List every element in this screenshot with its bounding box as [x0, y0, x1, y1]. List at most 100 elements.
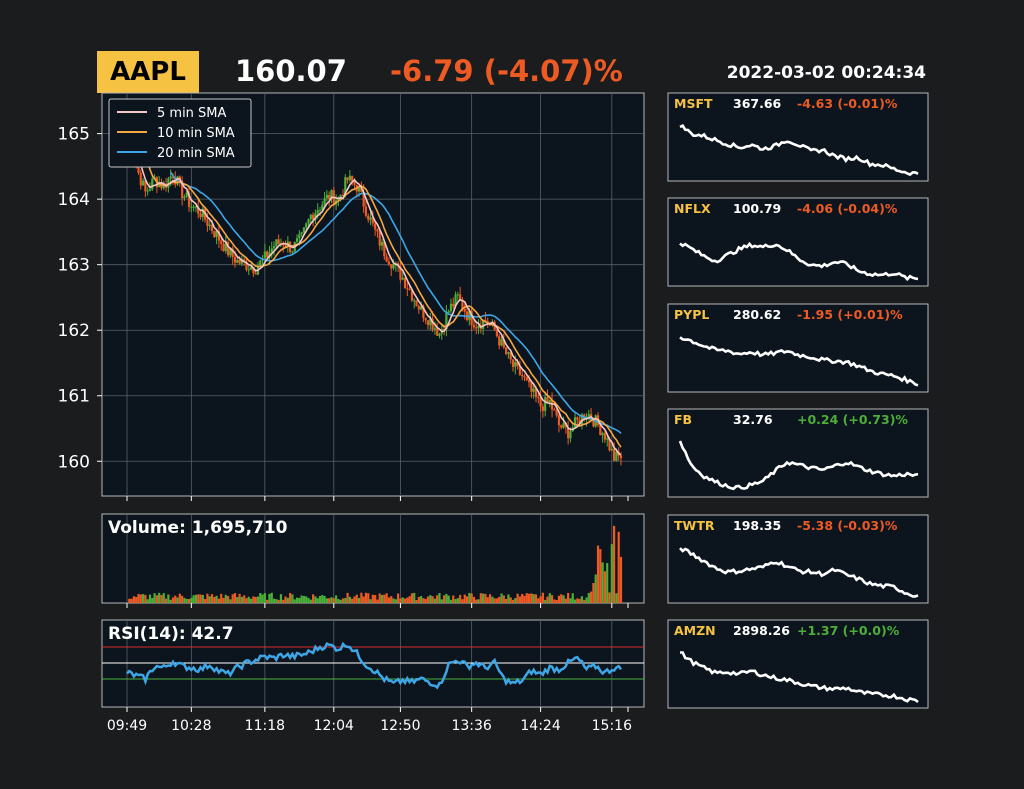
volume-bar: [422, 598, 425, 603]
candle-body: [488, 324, 492, 326]
volume-bar: [555, 599, 558, 603]
volume-bar: [557, 595, 561, 603]
candle-body: [351, 175, 354, 182]
legend-label-sma5: 5 min SMA: [157, 106, 227, 121]
candle-body: [553, 409, 556, 411]
candle-body: [321, 204, 324, 210]
volume-bar: [178, 593, 181, 603]
volume-bar: [190, 597, 193, 603]
candle-body: [158, 182, 161, 188]
ticker-change: -4.63 (-0.01)%: [797, 96, 898, 111]
volume-bar: [371, 594, 374, 603]
volume-bar: [364, 592, 368, 603]
candle-body: [144, 180, 147, 192]
volume-bar: [137, 594, 140, 603]
candle-body: [544, 397, 547, 411]
candle-body: [509, 352, 512, 360]
volume-bar: [353, 596, 356, 603]
volume-bar: [247, 596, 250, 603]
volume-bar: [261, 594, 264, 603]
volume-bar: [233, 593, 237, 603]
volume-bar: [272, 598, 276, 603]
candle-body: [312, 214, 315, 220]
volume-bar: [132, 596, 135, 603]
volume-bar: [482, 593, 485, 603]
candle-body: [162, 183, 165, 189]
candle-body: [192, 206, 195, 208]
volume-bar: [185, 598, 188, 603]
candle-body: [433, 328, 436, 330]
candle-body: [537, 397, 540, 399]
volume-bar: [438, 593, 441, 603]
volume-bar: [151, 597, 154, 603]
volume-bar: [516, 593, 519, 603]
candle-body: [233, 256, 237, 263]
volume-chart: Volume: 1,695,710: [101, 513, 645, 608]
volume-bar: [374, 595, 377, 603]
price-chart: 160 161 162 163 164 165 5 min SMA 10 min SMA …: [58, 92, 645, 501]
price-y-ticks: 160 161 162 163 164 165: [58, 125, 102, 472]
candle-body: [532, 388, 535, 392]
volume-bar: [479, 593, 482, 603]
ticker-panel-bg: [667, 197, 929, 287]
volume-bar: [174, 595, 177, 603]
volume-bar: [220, 593, 223, 603]
candle-body: [399, 266, 402, 280]
candle-body: [284, 245, 287, 248]
volume-bar: [486, 597, 489, 603]
volume-bar: [401, 597, 404, 603]
candle-body: [268, 252, 271, 258]
candle-body: [295, 238, 299, 243]
volume-label: Volume: 1,695,710: [108, 518, 288, 538]
candle-body: [603, 433, 607, 440]
candle-body: [578, 419, 581, 425]
candle-body: [171, 176, 175, 178]
candle-body: [141, 180, 145, 186]
volume-bar: [293, 599, 296, 603]
price-ytick-label-0: 160: [58, 452, 90, 472]
volume-bar: [426, 596, 430, 603]
volume-bar: [610, 544, 613, 603]
volume-bar: [587, 592, 590, 603]
candle-body: [270, 248, 273, 253]
candle-body: [185, 192, 188, 197]
candle-body: [210, 224, 214, 232]
volume-bar: [277, 599, 280, 603]
candle-body: [530, 382, 533, 392]
candle-body: [482, 319, 485, 329]
candle-body: [300, 232, 303, 235]
volume-bar: [348, 596, 351, 603]
candle-body: [390, 264, 393, 269]
volume-bar: [585, 597, 588, 603]
volume-bar: [208, 596, 211, 603]
volume-bar: [141, 594, 145, 603]
volume-bar: [328, 598, 331, 603]
volume-bar: [617, 531, 620, 603]
volume-bar: [415, 599, 418, 603]
volume-bar: [507, 594, 510, 603]
candle-body: [498, 336, 501, 346]
price-ytick-label-3: 163: [58, 256, 90, 276]
candle-body: [511, 359, 515, 367]
candle-body: [151, 178, 154, 190]
candle-body: [291, 251, 294, 253]
candle-body: [454, 294, 457, 307]
price-sma-lines: [135, 138, 622, 456]
volume-bar: [240, 596, 243, 603]
candle-body: [523, 376, 526, 378]
volume-bar: [307, 597, 310, 603]
candle-body: [406, 288, 409, 290]
volume-bar: [169, 599, 172, 603]
volume-bar: [592, 583, 595, 603]
volume-bar: [339, 599, 342, 603]
rsi-line: [126, 641, 623, 690]
volume-bar: [440, 599, 443, 603]
volume-bar: [399, 598, 402, 603]
volume-bar: [226, 596, 230, 603]
volume-bar: [325, 598, 328, 603]
volume-bar: [210, 594, 214, 603]
ticker-panel-twtr: TWTR 198.35 -5.38 (-0.03)%: [667, 514, 929, 604]
candle-body: [463, 308, 466, 312]
volume-bar: [249, 598, 253, 603]
price-ytick-label-4: 164: [58, 190, 90, 210]
